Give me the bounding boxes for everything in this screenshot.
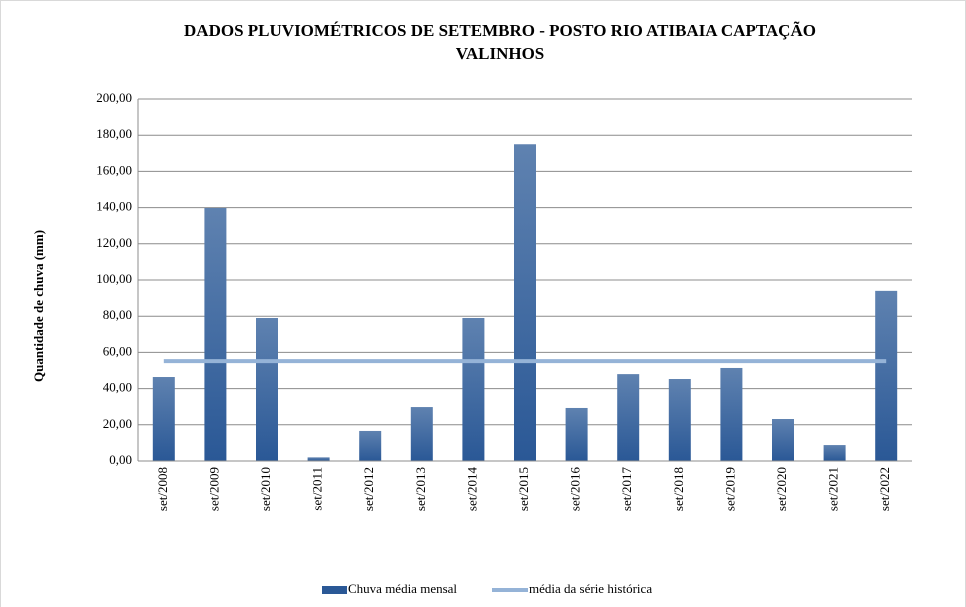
y-tick-label: 200,00	[96, 90, 132, 105]
x-tick-label: set/2014	[464, 467, 479, 512]
y-tick-label: 20,00	[103, 416, 132, 431]
bar	[204, 207, 227, 461]
bar	[307, 457, 330, 461]
bar	[359, 430, 382, 461]
bar	[823, 445, 846, 461]
y-tick-label: 180,00	[96, 126, 132, 141]
legend-swatch	[322, 586, 347, 594]
bar	[152, 377, 175, 461]
y-tick-label: 160,00	[96, 162, 132, 177]
y-tick-label: 100,00	[96, 271, 132, 286]
bar	[617, 374, 640, 461]
y-tick-label: 120,00	[96, 235, 132, 250]
bar	[256, 318, 278, 461]
bar	[772, 419, 794, 461]
bar	[410, 407, 433, 461]
bar	[668, 379, 691, 461]
bar	[514, 144, 536, 461]
x-tick-label: set/2009	[206, 467, 221, 511]
x-tick-label: set/2010	[258, 467, 273, 511]
x-tick-label: set/2020	[774, 467, 789, 511]
chart-subtitle: VALINHOS	[456, 44, 545, 63]
x-tick-label: set/2022	[877, 467, 892, 511]
bar	[462, 318, 485, 461]
x-tick-label: set/2012	[361, 467, 376, 511]
x-tick-label: set/2017	[619, 467, 634, 512]
x-tick-label: set/2021	[826, 467, 841, 511]
y-axis-label: Quantidade de chuva (mm)	[31, 230, 46, 382]
bar	[720, 367, 743, 461]
x-tick-label: set/2011	[310, 467, 325, 511]
y-tick-label: 40,00	[103, 380, 132, 395]
y-tick-label: 80,00	[103, 307, 132, 322]
x-tick-label: set/2013	[413, 467, 428, 511]
x-tick-label: set/2015	[516, 467, 531, 511]
x-tick-label: set/2019	[722, 467, 737, 511]
legend-label: média da série histórica	[529, 581, 652, 596]
x-tick-label: set/2018	[671, 467, 686, 511]
y-tick-label: 0,00	[109, 452, 132, 467]
legend-label: Chuva média mensal	[348, 581, 457, 596]
bar	[875, 290, 898, 461]
chart-title: DADOS PLUVIOMÉTRICOS DE SETEMBRO - POSTO…	[184, 21, 816, 40]
x-tick-label: set/2016	[568, 467, 583, 512]
y-tick-label: 140,00	[96, 199, 132, 214]
bar	[565, 407, 588, 461]
y-tick-label: 60,00	[103, 343, 132, 358]
x-tick-label: set/2008	[155, 467, 170, 511]
